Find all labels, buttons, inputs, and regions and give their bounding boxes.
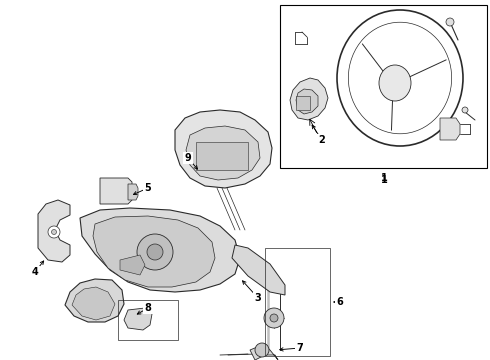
Text: 9: 9 — [185, 153, 192, 163]
Text: 3: 3 — [255, 293, 261, 303]
Circle shape — [462, 107, 468, 113]
Text: 1: 1 — [381, 175, 388, 185]
Bar — [118, 300, 178, 340]
Polygon shape — [296, 89, 318, 114]
Polygon shape — [296, 96, 310, 110]
Polygon shape — [120, 255, 145, 275]
Text: 1: 1 — [381, 173, 388, 183]
Circle shape — [48, 226, 60, 238]
Bar — [265, 248, 330, 356]
Polygon shape — [290, 78, 328, 120]
Bar — [280, 5, 487, 168]
Text: 8: 8 — [145, 303, 151, 313]
Polygon shape — [124, 308, 152, 330]
Circle shape — [264, 308, 284, 328]
Polygon shape — [232, 245, 285, 295]
Polygon shape — [72, 287, 115, 320]
Ellipse shape — [379, 65, 411, 101]
Circle shape — [51, 230, 56, 234]
Polygon shape — [440, 118, 460, 140]
Text: 7: 7 — [296, 343, 303, 353]
Polygon shape — [175, 110, 272, 188]
Circle shape — [270, 314, 278, 322]
Polygon shape — [250, 345, 278, 360]
Polygon shape — [93, 216, 215, 287]
Text: 6: 6 — [337, 297, 343, 307]
Polygon shape — [80, 208, 240, 292]
Polygon shape — [186, 126, 260, 180]
Polygon shape — [100, 178, 132, 204]
Text: 5: 5 — [145, 183, 151, 193]
Circle shape — [255, 343, 269, 357]
Text: 2: 2 — [318, 135, 325, 145]
Polygon shape — [196, 142, 248, 170]
Polygon shape — [65, 279, 124, 322]
Polygon shape — [128, 184, 138, 200]
Circle shape — [147, 244, 163, 260]
Circle shape — [446, 18, 454, 26]
Text: 2: 2 — [318, 135, 325, 145]
Text: 4: 4 — [32, 267, 38, 277]
Circle shape — [137, 234, 173, 270]
Polygon shape — [38, 200, 70, 262]
